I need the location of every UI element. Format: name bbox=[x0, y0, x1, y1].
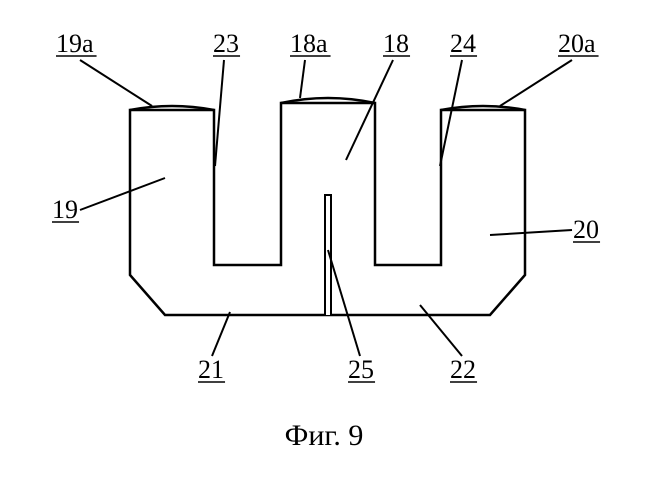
leader-23 bbox=[215, 60, 224, 166]
label-22: 22 bbox=[450, 355, 476, 384]
label-18: 18 bbox=[383, 29, 409, 58]
label-20: 20 bbox=[573, 215, 599, 244]
label-18a: 18a bbox=[290, 29, 328, 58]
label-25: 25 bbox=[348, 355, 374, 384]
label-21: 21 bbox=[198, 355, 224, 384]
leader-20a bbox=[500, 60, 572, 106]
leader-18a bbox=[300, 60, 305, 98]
label-23: 23 bbox=[213, 29, 239, 58]
label-24: 24 bbox=[450, 29, 476, 58]
label-19: 19 bbox=[52, 195, 78, 224]
figure-caption: Фиг. 9 bbox=[285, 419, 364, 452]
label-19a: 19a bbox=[56, 29, 94, 58]
leader-19a bbox=[80, 60, 152, 106]
label-20a: 20a bbox=[558, 29, 596, 58]
leader-21 bbox=[212, 312, 230, 356]
